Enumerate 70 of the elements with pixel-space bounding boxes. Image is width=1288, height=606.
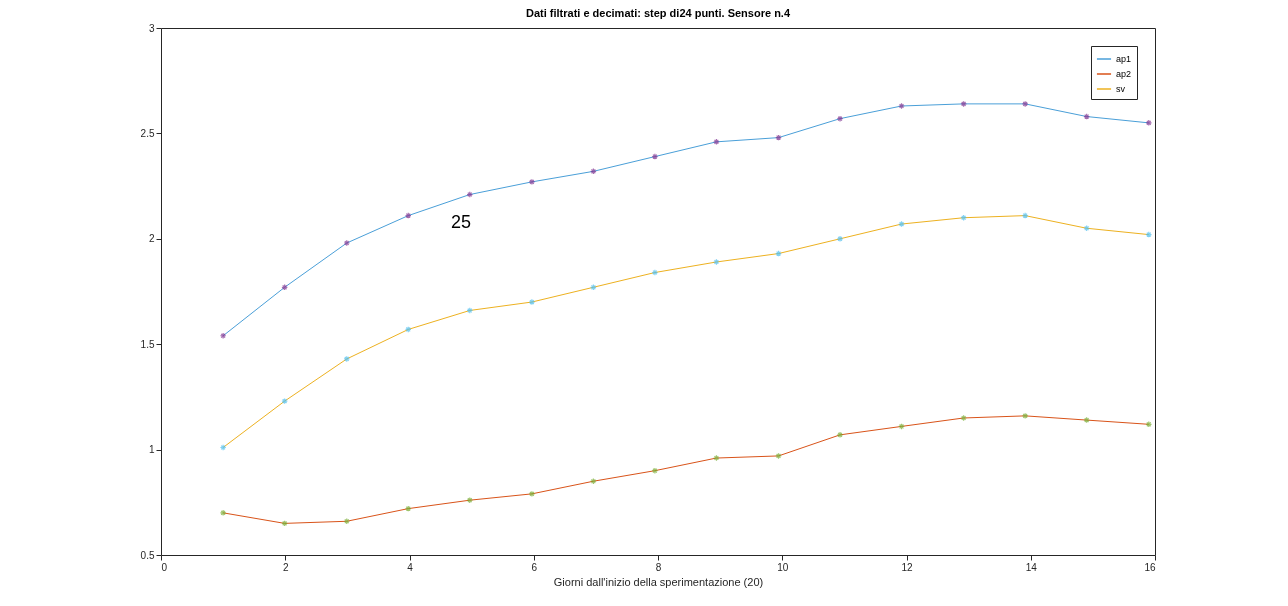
point [836,431,844,439]
y-tick-label: 0.5 [140,549,155,561]
point [466,191,474,198]
point [1145,420,1153,428]
point [651,153,659,160]
x-tick-label: 12 [901,561,913,573]
point [898,423,905,430]
point [343,517,351,525]
x-tick-label: 8 [655,561,662,573]
point [651,269,659,276]
annotation: 25 [450,212,472,232]
point [1145,231,1153,238]
x-tick-label: 2 [282,561,289,573]
y-tick-label: 1.5 [140,338,155,350]
x-axis-title: Giorni dall'inizio della sperimentazione (20) [553,575,764,588]
point [281,397,288,405]
point [960,100,967,108]
point [713,258,720,266]
point [590,168,597,175]
point [713,138,720,146]
legend-label: ap2 [1116,69,1132,79]
point [836,115,844,122]
line-series [222,415,1150,524]
point [960,414,967,422]
point [960,214,967,222]
point [775,250,782,257]
point [1021,412,1029,420]
point [590,477,597,485]
point [219,444,227,451]
point [466,496,474,504]
point [713,454,720,462]
point [1021,100,1029,108]
point [1021,212,1029,219]
point [343,239,351,247]
point [343,355,351,363]
point [219,332,227,340]
point [1083,416,1090,424]
y-tick-label: 2.5 [140,127,155,139]
x-tick-label: 14 [1025,561,1038,573]
point [1145,119,1153,127]
point [836,235,844,243]
point [898,220,905,228]
point [404,505,412,512]
point [590,283,597,291]
x-tick-label: 4 [407,561,414,573]
x-tick-label: 6 [531,561,538,573]
legend-label: ap1 [1116,54,1132,64]
point [528,490,536,498]
point [1083,224,1090,232]
point [281,283,288,291]
point [898,102,905,110]
x-tick-label: 16 [1144,561,1156,573]
chart-title: Dati filtrati e decimati: step di24 punti. Sensore n.4 [525,7,791,19]
point [404,212,412,219]
point [404,326,412,333]
point [528,178,536,186]
point [466,307,474,314]
point [775,134,782,141]
point [528,298,536,306]
point [219,509,227,517]
legend-label: sv [1116,84,1126,94]
point [651,467,659,475]
point [1083,113,1090,120]
y-tick-label: 2 [148,233,155,245]
x-tick-label: 10 [777,561,789,573]
point [281,520,288,527]
x-tick-label: 0 [161,561,168,573]
y-tick-label: 1 [148,444,155,456]
point [775,452,782,460]
y-tick-label: 3 [148,22,155,34]
